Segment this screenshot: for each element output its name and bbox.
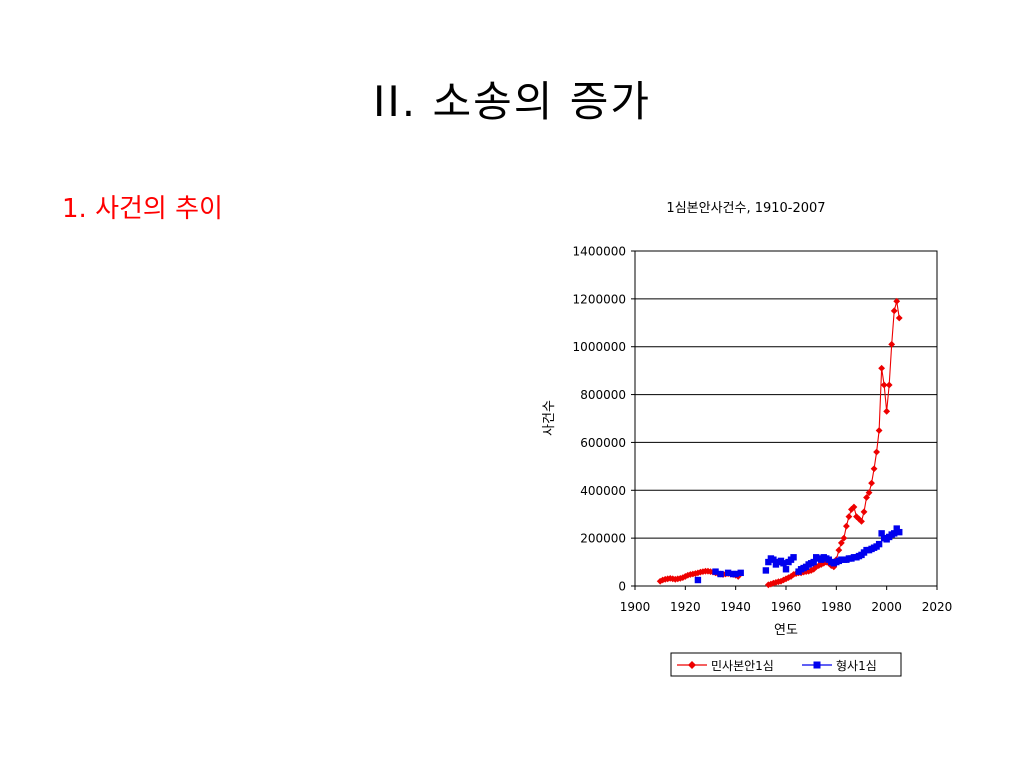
y-tick-label: 800000 <box>580 388 626 402</box>
data-point <box>875 540 883 548</box>
chart-title: 1심본안사건수, 1910-2007 <box>666 201 825 216</box>
data-point <box>810 565 818 573</box>
legend: 민사본안1심 형사1심 <box>670 652 902 677</box>
y-tick-label: 1400000 <box>573 245 626 259</box>
x-tick-labels: 1900 1920 1940 1960 1980 2000 2020 <box>620 586 953 614</box>
data-point <box>845 513 853 521</box>
y-tick-label: 400000 <box>580 484 626 498</box>
y-tick-label: 1200000 <box>573 292 626 306</box>
data-point <box>870 465 878 473</box>
data-point <box>712 568 719 575</box>
chart: 1심본안사건수, 1910-2007 0 200000 400000 600000 80… <box>542 201 953 677</box>
data-point <box>835 546 843 554</box>
data-point <box>767 580 775 588</box>
data-point <box>893 525 900 532</box>
plot-area <box>634 250 938 587</box>
data-point <box>810 558 817 566</box>
data-point <box>883 407 891 415</box>
data-point <box>863 494 870 501</box>
legend-box <box>670 652 902 677</box>
data-point <box>782 566 790 573</box>
x-tick-label: 2000 <box>871 600 902 614</box>
y-tick-label: 1000000 <box>573 340 626 354</box>
section-heading: 1. 사건의 추이 <box>62 194 223 224</box>
data-point <box>873 448 880 456</box>
data-point <box>737 569 744 577</box>
data-point <box>890 307 898 315</box>
x-tick-label: 1980 <box>821 600 852 614</box>
slide-title: II. 소송의 증가 <box>372 77 652 126</box>
data-point <box>895 314 903 322</box>
data-point <box>790 554 797 561</box>
data-point <box>843 522 850 530</box>
data-point <box>878 364 886 372</box>
y-axis-label: 사건수 <box>542 400 557 436</box>
legend-civil-marker <box>688 661 696 669</box>
data-point <box>717 570 724 578</box>
data-point <box>732 570 739 578</box>
data-point <box>765 558 772 566</box>
data-point <box>885 381 893 389</box>
y-tick-label: 0 <box>618 580 626 594</box>
x-tick-label: 1920 <box>670 600 701 614</box>
x-tick-label: 1900 <box>620 600 651 614</box>
data-point <box>780 560 787 567</box>
data-point <box>840 534 848 542</box>
legend-criminal-marker <box>813 661 821 669</box>
x-tick-label: 1960 <box>771 600 802 614</box>
data-point <box>762 567 770 574</box>
data-point <box>782 575 790 583</box>
data-point <box>896 528 903 536</box>
data-point <box>888 340 896 348</box>
legend-criminal-label: 형사1심 <box>836 659 877 673</box>
x-tick-label: 2020 <box>922 600 953 614</box>
data-point <box>891 530 898 537</box>
y-tick-label: 600000 <box>580 436 626 450</box>
data-point <box>694 576 702 584</box>
data-point <box>880 381 888 389</box>
x-tick-label: 1940 <box>720 600 751 614</box>
data-point <box>837 539 845 547</box>
x-axis-label: 연도 <box>774 623 798 638</box>
data-point <box>848 506 855 513</box>
data-point <box>875 427 883 434</box>
y-tick-label: 200000 <box>580 532 626 546</box>
series-layer <box>656 297 903 589</box>
series-1 <box>694 525 903 584</box>
data-point <box>790 571 797 578</box>
y-tick-labels: 0 200000 400000 600000 800000 1000000 1200000 1… <box>573 245 635 594</box>
data-point <box>770 556 777 563</box>
data-point <box>868 479 875 487</box>
legend-civil-label: 민사본안1심 <box>711 659 774 673</box>
data-point <box>878 530 885 537</box>
data-point <box>865 489 873 497</box>
data-point <box>858 517 865 525</box>
data-point <box>850 503 858 511</box>
data-point <box>679 574 687 582</box>
data-point <box>724 569 732 577</box>
